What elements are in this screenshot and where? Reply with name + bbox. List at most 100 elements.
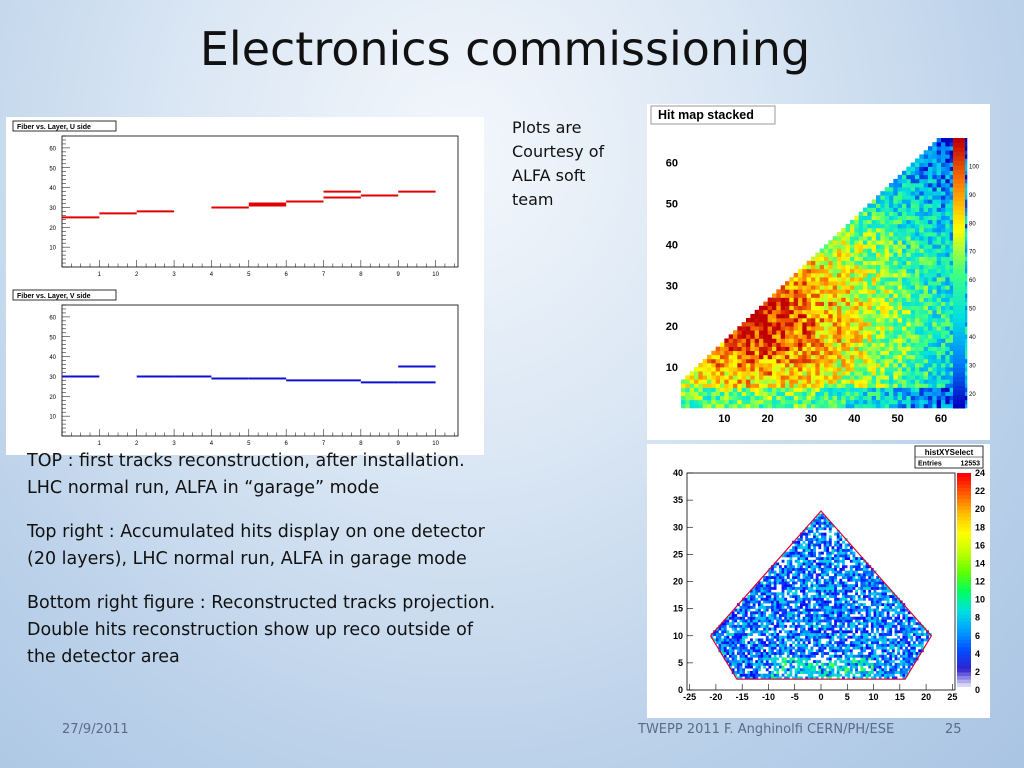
hist-cell [860, 586, 864, 590]
color-bar-cell [953, 223, 965, 229]
hit-cell [798, 297, 803, 302]
hist-cell [771, 616, 774, 620]
hit-cell [897, 178, 903, 184]
hist-cell [813, 535, 816, 539]
hist-cell [873, 633, 877, 636]
hit-cell [720, 387, 725, 392]
hit-cell [806, 264, 812, 270]
hit-cell [737, 367, 742, 372]
hit-cell [902, 322, 907, 327]
hist-cell [742, 619, 746, 623]
hit-cell [802, 268, 807, 274]
hit-cell [715, 379, 721, 384]
hist-cell [731, 654, 735, 658]
hit-cell [845, 297, 851, 302]
hit-cell [941, 334, 946, 339]
hist-cell [784, 551, 788, 555]
hit-cell [897, 240, 903, 245]
hist-cell [773, 643, 777, 647]
hist-cell [768, 671, 772, 674]
hist-cell [836, 540, 840, 544]
hit-cell [863, 305, 868, 311]
hist-cell [773, 597, 777, 601]
hist-cell [765, 673, 769, 677]
x-tick-label: 5 [247, 441, 251, 447]
hist-cell [849, 586, 853, 590]
hist-cell [721, 643, 724, 647]
hist-cell [739, 627, 743, 631]
hist-cell [831, 654, 835, 658]
x-tick-label: 7 [322, 441, 326, 447]
hit-cell [884, 379, 890, 384]
hit-cell [819, 273, 825, 278]
hit-cell [728, 334, 734, 339]
hist-cell [873, 608, 877, 612]
hit-cell [845, 354, 851, 360]
hist-cell [831, 592, 835, 596]
hist-cell [826, 605, 830, 609]
hit-cell [923, 211, 929, 217]
hist-cell [736, 638, 740, 642]
hist-cell [744, 597, 748, 601]
hist-cell [807, 641, 811, 645]
hit-cell [763, 346, 768, 352]
hist-cell [870, 657, 874, 661]
hist-cell [786, 668, 790, 672]
hist-cell [878, 676, 882, 680]
hist-cell [826, 600, 830, 604]
hist-cell [821, 633, 824, 636]
hist-cell [752, 624, 756, 628]
hit-cell [828, 301, 833, 307]
hit-cell [694, 387, 699, 392]
color-bar-cell [953, 318, 965, 323]
hist-cell [794, 597, 798, 601]
hist-cell [792, 554, 795, 558]
hist-cell [836, 614, 840, 617]
hist-cell [794, 673, 798, 677]
hit-cell [880, 399, 885, 405]
hit-cell [754, 358, 760, 364]
hist-cell [750, 643, 753, 647]
hit-cell [923, 387, 929, 392]
hist-cell [765, 600, 769, 604]
hit-cell [923, 223, 929, 229]
hist-cell [784, 567, 788, 571]
hit-cell [811, 346, 816, 352]
hist-cell [834, 567, 837, 571]
hist-cell [823, 521, 827, 525]
hit-cell [889, 236, 894, 241]
hist-cell [771, 567, 774, 571]
hit-cell [936, 166, 942, 172]
hit-cell [915, 211, 920, 217]
hist-cell [828, 600, 832, 604]
hist-cell [739, 673, 743, 677]
hit-cell [811, 318, 816, 323]
hit-cell [819, 334, 825, 339]
hist-cell [792, 619, 795, 623]
hist-cell [742, 611, 746, 615]
hit-cell [754, 399, 760, 405]
hist-cell [842, 624, 845, 628]
hit-cell [824, 383, 829, 388]
hist-cell [802, 567, 806, 571]
hist-cell [757, 614, 761, 617]
hist-cell [807, 662, 811, 666]
hist-cell [823, 586, 827, 590]
hist-cell [726, 638, 730, 642]
hit-cell [780, 330, 786, 335]
hit-cell [819, 383, 825, 388]
hist-cell [873, 638, 877, 642]
hit-cell [819, 367, 825, 372]
hit-cell [858, 350, 864, 356]
hist-cell [826, 573, 830, 577]
hist-cell [860, 578, 864, 582]
hit-cell [763, 334, 768, 339]
hit-cell [880, 305, 885, 311]
hist-cell [807, 616, 811, 620]
hist-cell [752, 649, 756, 653]
hit-cell [793, 342, 799, 347]
hist-cell [789, 660, 793, 664]
hist-cell [731, 616, 735, 620]
hit-cell [841, 322, 846, 327]
hit-cell [815, 289, 820, 294]
